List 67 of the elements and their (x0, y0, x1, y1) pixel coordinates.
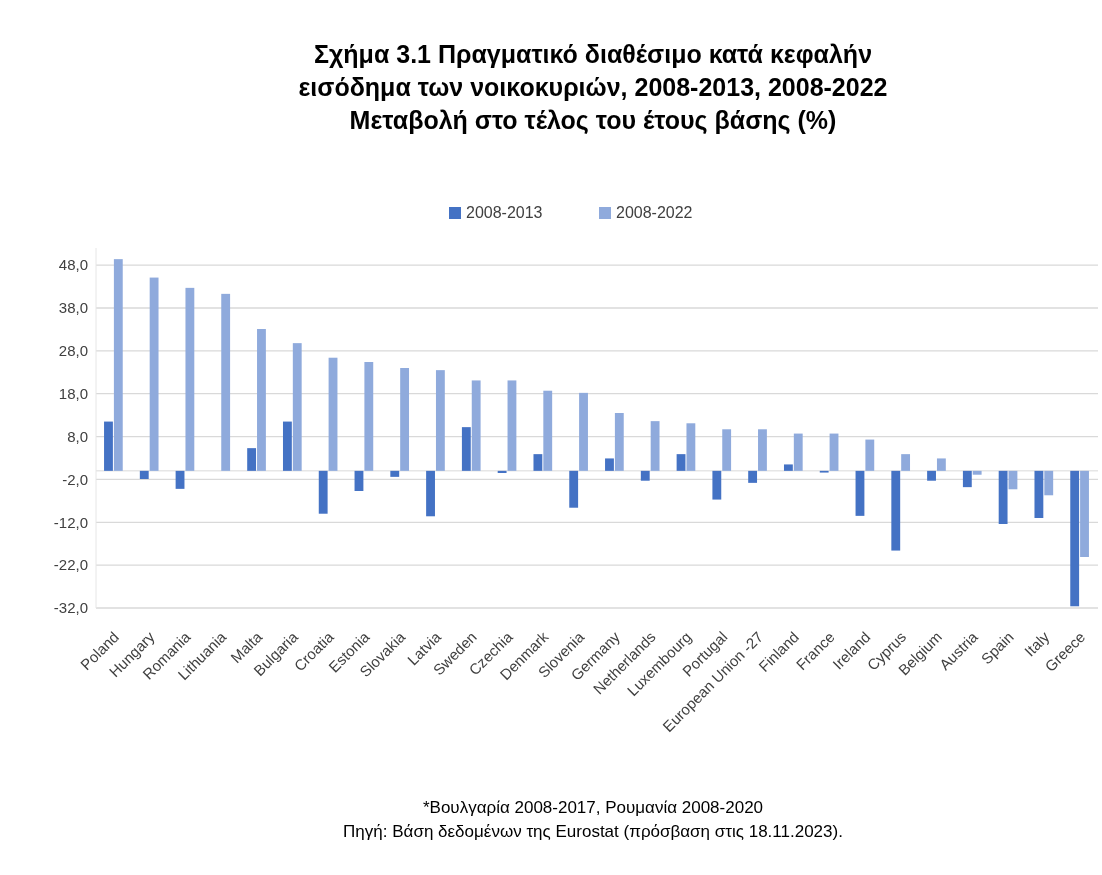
bar (686, 423, 696, 471)
bar (650, 421, 660, 471)
y-tick-label: -2,0 (62, 470, 88, 488)
bar (569, 470, 579, 508)
bar (998, 470, 1008, 524)
y-tick-label: 28,0 (58, 342, 88, 360)
bar (855, 470, 865, 516)
bar (507, 380, 517, 471)
bar (139, 470, 149, 479)
bar (1070, 470, 1080, 607)
bar (533, 454, 543, 471)
legend-label: 2008-2013 (466, 204, 543, 221)
bar (400, 368, 410, 471)
bar (972, 470, 982, 475)
bar (497, 470, 507, 473)
bar (927, 470, 936, 481)
y-tick-label: -12,0 (53, 513, 88, 531)
y-tick-label: 38,0 (58, 299, 88, 317)
chart-title: Σχήμα 3.1 Πραγματικό διαθέσιμο κατά κεφαλήν εισόδημα των νοικοκυριών, 2008-2013, 2008-2022 Μεταβολή στο τέλος του έτους βάσης (%) (298, 40, 888, 135)
legend-label: 2008-2022 (616, 204, 693, 221)
bar (364, 362, 374, 471)
bar (865, 439, 875, 471)
bar (471, 380, 481, 471)
y-tick-label: 18,0 (58, 384, 88, 402)
y-tick-label: -22,0 (53, 556, 88, 574)
bar (793, 433, 803, 471)
bar (390, 470, 400, 477)
bar (461, 427, 471, 471)
bar (113, 259, 123, 471)
bar (354, 470, 364, 491)
bar (829, 433, 839, 471)
bar (640, 470, 650, 481)
bar (783, 464, 793, 471)
bar (579, 392, 588, 471)
bar (676, 454, 686, 471)
text: *Βουλγαρία 2008-2017, Ρουμανία 2008-2020 (422, 798, 764, 817)
y-tick-label: 8,0 (67, 427, 88, 445)
bar (722, 429, 732, 471)
bar (175, 470, 185, 489)
bar (891, 470, 901, 551)
bar (221, 293, 231, 471)
bar (328, 357, 338, 471)
bar (257, 329, 266, 471)
bar (282, 421, 292, 471)
bar (543, 390, 553, 471)
bar (318, 470, 328, 514)
bar (435, 370, 445, 471)
bar (614, 413, 624, 471)
bar (247, 448, 257, 471)
bar (185, 287, 195, 471)
bar (1080, 470, 1089, 557)
bar (748, 470, 758, 483)
bar (426, 470, 435, 517)
bar (1044, 470, 1054, 496)
bar (605, 458, 614, 471)
bar (936, 458, 946, 471)
y-tick-label: 48,0 (58, 256, 88, 274)
bar (758, 429, 767, 471)
bar (104, 421, 113, 471)
bar (712, 470, 722, 500)
bar (901, 454, 911, 471)
bar (149, 277, 159, 471)
y-tick-label: -32,0 (53, 599, 88, 617)
bar (292, 343, 302, 471)
text: Πηγή: Βάση δεδομένων της Eurostat (πρόσβαση στις 18.11.2023). (343, 822, 843, 841)
bar (1034, 470, 1044, 518)
bar (962, 470, 972, 488)
